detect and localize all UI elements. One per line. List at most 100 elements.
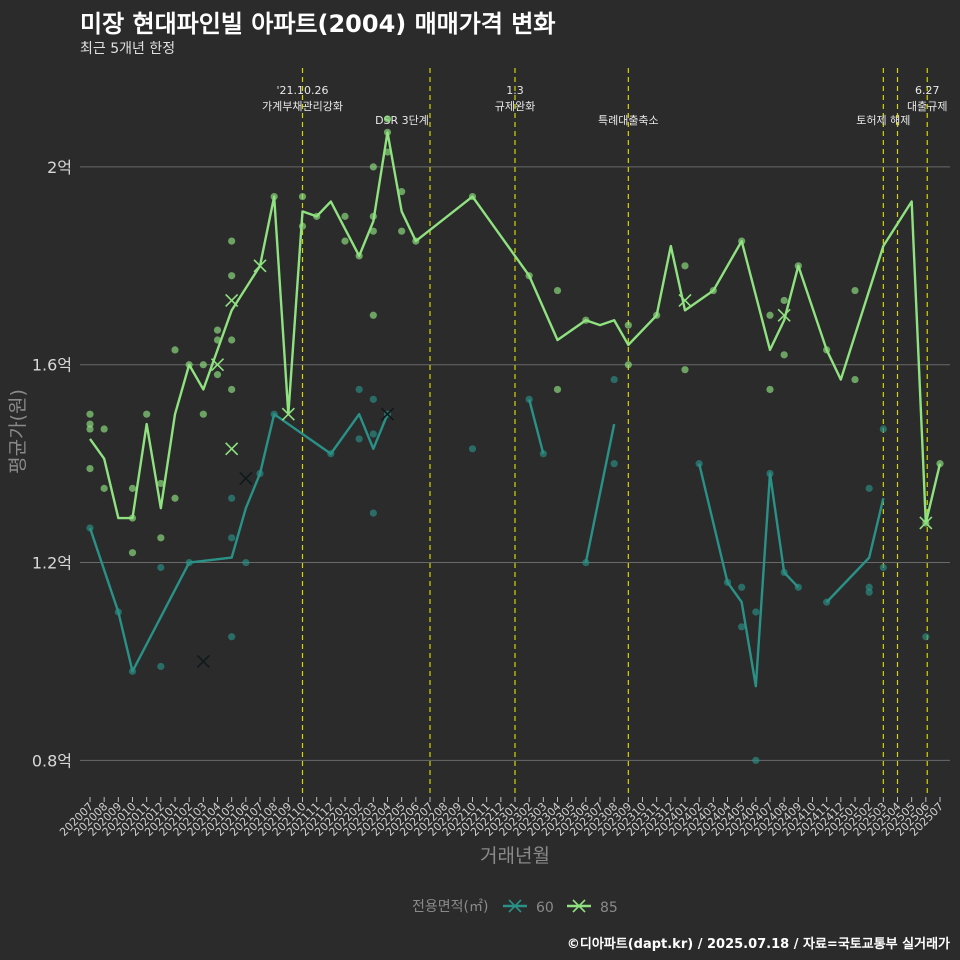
event-label: 1.3 (506, 84, 524, 97)
data-point (553, 385, 562, 394)
data-point (780, 296, 788, 305)
legend-cross (508, 899, 522, 913)
data-point (157, 534, 165, 542)
cross-marker (777, 308, 791, 322)
data-point (780, 351, 788, 359)
data-point (610, 375, 618, 384)
data-point (228, 494, 236, 502)
data-point (228, 336, 236, 344)
data-point (738, 623, 746, 631)
data-point (922, 633, 930, 641)
series-line-85 (89, 131, 942, 525)
data-point (851, 375, 859, 384)
event-label: 특례대출축소 (598, 114, 659, 127)
event-label: 규제완화 (495, 100, 535, 113)
event-label: '21.10.26 (276, 84, 328, 97)
data-point (157, 563, 165, 572)
series-line-60 (697, 463, 800, 688)
data-point (355, 435, 363, 443)
cross-marker (225, 293, 239, 308)
data-point (369, 509, 377, 517)
transaction-points (86, 128, 944, 764)
data-point (228, 272, 236, 280)
cross-stroke (919, 516, 933, 530)
data-point (738, 583, 746, 591)
legend-label: 60 (536, 900, 554, 916)
data-point (879, 563, 887, 572)
data-point (681, 262, 689, 270)
data-point (398, 227, 406, 235)
data-point (865, 588, 873, 596)
data-point (86, 410, 94, 418)
cross-stroke (225, 293, 239, 308)
legend-title: 전용면적(㎡) (412, 899, 488, 915)
y-tick-label: 2억 (47, 158, 72, 177)
data-point (553, 286, 562, 295)
series-line-60 (584, 423, 616, 563)
cross-stroke (281, 407, 295, 421)
data-point (624, 321, 632, 329)
data-point (171, 346, 179, 354)
cross-marker (210, 358, 225, 372)
cross-stroke (210, 358, 225, 372)
data-point (369, 163, 377, 171)
event-label: 대출규제 (907, 100, 947, 113)
data-point (851, 286, 859, 295)
data-point (766, 311, 774, 319)
cross-stroke (380, 407, 395, 421)
event-label: 토허제 해제 (856, 113, 910, 127)
cross-marker (225, 442, 239, 456)
data-point (86, 420, 94, 428)
y-tick-label: 0.8억 (32, 751, 72, 770)
cross-stroke (253, 259, 267, 273)
event-label: 가계부채관리강화 (262, 100, 343, 113)
event-label: 6.27 (915, 84, 940, 97)
cross-stroke (678, 293, 692, 308)
series-line-60 (528, 399, 545, 455)
data-point (355, 385, 363, 394)
grid (80, 166, 950, 761)
cross-marker (678, 293, 692, 308)
data-point (213, 326, 222, 334)
cross-stroke (196, 654, 210, 669)
chart-subtitle: 최근 5개년 한정 (80, 41, 176, 57)
data-point (100, 425, 108, 433)
data-point (879, 425, 887, 433)
x-axis-title: 거래년월 (480, 845, 550, 867)
legend-label: 85 (600, 900, 618, 916)
cross-marker (281, 407, 295, 421)
data-point (100, 484, 108, 492)
cross-stroke (225, 442, 239, 456)
data-point (213, 371, 222, 379)
data-point (865, 583, 873, 591)
data-point (157, 479, 165, 488)
cross-stroke (777, 308, 791, 322)
data-point (681, 366, 689, 374)
legend: 전용면적(㎡) 60 85 (412, 899, 618, 916)
data-point (171, 494, 179, 502)
data-point (157, 662, 165, 671)
data-point (242, 558, 250, 567)
data-point (86, 464, 94, 473)
data-point (468, 445, 477, 453)
data-point (539, 450, 547, 458)
series-line-60 (825, 497, 885, 603)
y-axis-title: 평균가(원) (7, 389, 29, 474)
data-point (369, 311, 377, 319)
series-line-60 (88, 412, 389, 673)
data-point (582, 558, 590, 567)
data-point (766, 385, 774, 394)
data-point (128, 549, 137, 557)
y-tick-label: 1.2억 (32, 554, 72, 573)
legend-cross (572, 899, 586, 913)
y-tick-label: 1.6억 (32, 356, 72, 375)
cross-marker (380, 407, 395, 421)
axes: 0.8억1.2억1.6억2억20200720200820200920201020… (7, 158, 946, 867)
data-point (610, 460, 618, 468)
data-point (228, 534, 236, 542)
data-point (369, 227, 377, 235)
data-point (86, 425, 94, 433)
data-point (199, 361, 207, 369)
